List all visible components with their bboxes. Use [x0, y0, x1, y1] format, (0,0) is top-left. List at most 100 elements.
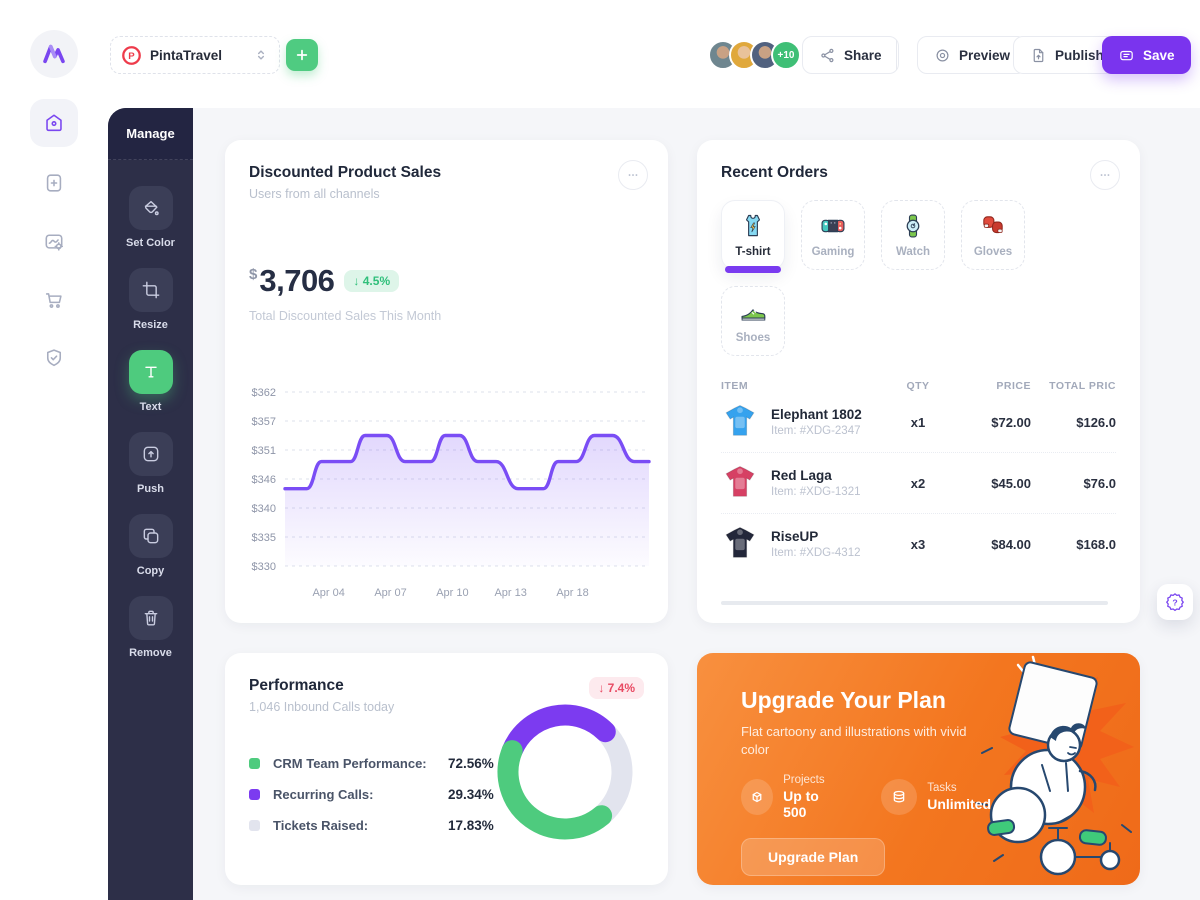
tool-push[interactable]: Push	[128, 432, 173, 495]
add-button[interactable]	[286, 39, 318, 71]
order-total: $126.0	[1076, 414, 1116, 430]
category-tab-watch[interactable]: Watch	[881, 200, 945, 270]
column-header: ITEM	[721, 380, 749, 392]
sales-card-menu-button[interactable]	[618, 160, 648, 190]
tool-label: Set Color	[126, 237, 175, 249]
category-tab-gaming[interactable]: Gaming	[801, 200, 865, 270]
rail-item-chart-gear[interactable]	[30, 218, 78, 266]
preview-icon	[934, 47, 951, 64]
order-row[interactable]: Elephant 1802 Item: #XDG-2347 x1 $72.00 $126…	[721, 392, 1116, 453]
tool-copy[interactable]: Copy	[128, 514, 173, 577]
save-button[interactable]: Save	[1102, 36, 1191, 74]
collaborator-avatars[interactable]: +10	[708, 40, 801, 70]
file-plus-icon	[43, 172, 65, 194]
rail-item-cart[interactable]	[30, 276, 78, 324]
category-label: Gloves	[973, 246, 1013, 258]
svg-text:$330: $330	[252, 561, 276, 573]
order-qty: x2	[910, 475, 926, 491]
share-label: Share	[844, 47, 882, 63]
legend-label: Tickets Raised:	[273, 818, 369, 833]
workspace-select[interactable]: P PintaTravel	[110, 36, 280, 74]
home-icon	[43, 112, 65, 134]
svg-text:$346: $346	[252, 474, 276, 486]
svg-text:Apr 13: Apr 13	[494, 587, 526, 599]
discounted-sales-line-chart: $362 $357 $351 $346 $340 $335 $330 Apr 04 Apr 07…	[237, 378, 657, 602]
watch-icon	[899, 212, 927, 240]
svg-text:Apr 10: Apr 10	[436, 587, 468, 599]
order-item-cell: Elephant 1802 Item: #XDG-2347	[721, 403, 891, 441]
publish-label: Publish	[1055, 47, 1104, 63]
recent-orders-card: Recent Orders T-shirt Gaming Watch Gloves Sh…	[697, 140, 1140, 623]
tool-sidebar-title: Manage	[108, 108, 193, 160]
active-category-indicator	[725, 266, 781, 273]
preview-button[interactable]: Preview	[917, 36, 1028, 74]
workspace-name: PintaTravel	[150, 47, 223, 63]
order-price: $72.00	[991, 414, 1031, 430]
rail-item-file-plus[interactable]	[30, 159, 78, 207]
svg-text:Apr 07: Apr 07	[374, 587, 406, 599]
order-category-tabs: T-shirt Gaming Watch Gloves Shoes	[721, 200, 1051, 356]
trash-icon	[141, 608, 161, 628]
tool-label: Text	[139, 401, 162, 413]
order-item-text: RiseUP Item: #XDG-4312	[771, 529, 860, 559]
tool-resize[interactable]: Resize	[128, 268, 173, 331]
category-tab-t-shirt[interactable]: T-shirt	[721, 200, 785, 273]
tool-button	[128, 596, 173, 640]
orders-horizontal-scrollbar[interactable]	[721, 601, 1108, 605]
cart-icon	[43, 289, 65, 311]
legend-color-swatch	[249, 758, 260, 769]
tool-text[interactable]: Text	[128, 350, 173, 413]
order-row[interactable]: RiseUP Item: #XDG-4312 x3 $84.00 $168.0	[721, 514, 1116, 574]
svg-text:Apr 18: Apr 18	[556, 587, 588, 599]
topbar-divider	[896, 40, 897, 70]
upgrade-plan-button[interactable]: Upgrade Plan	[741, 838, 886, 877]
push-icon	[141, 444, 161, 464]
tool-label: Remove	[129, 647, 172, 659]
pinta-p-icon: P	[121, 45, 142, 66]
save-label: Save	[1143, 47, 1175, 63]
brand-m-icon	[41, 41, 67, 67]
feature-text: Projects Up to 500	[783, 774, 839, 820]
order-row[interactable]: Red Laga Item: #XDG-1321 x2 $45.00 $76.0	[721, 453, 1116, 514]
app-logo[interactable]	[30, 30, 78, 78]
performance-title: Performance	[249, 677, 344, 694]
orders-card-menu-button[interactable]	[1090, 160, 1120, 190]
order-item-cell: Red Laga Item: #XDG-1321	[721, 464, 891, 502]
feature-tasks: Tasks Unlimited	[881, 774, 991, 820]
category-tab-gloves[interactable]: Gloves	[961, 200, 1025, 270]
order-item-name: Red Laga	[771, 468, 832, 483]
layers-icon	[890, 788, 908, 806]
sales-card-subtitle: Users from all channels	[249, 187, 380, 201]
help-button[interactable]: ?	[1157, 584, 1193, 620]
upgrade-features: Projects Up to 500 Tasks Unlimited	[741, 774, 991, 820]
feature-label: Tasks	[927, 782, 957, 795]
category-tab-shoes[interactable]: Shoes	[721, 286, 785, 356]
svg-text:$351: $351	[252, 445, 276, 457]
avatar-overflow-badge: +10	[771, 40, 801, 70]
sales-delta-badge: ↓ 4.5%	[344, 270, 400, 292]
upgrade-subtitle: Flat cartoony and illustrations with viv…	[741, 724, 967, 757]
svg-text:$340: $340	[252, 503, 276, 515]
tool-label: Resize	[133, 319, 168, 331]
tool-sidebar: Manage Set Color Resize Text Push Copy Remove	[108, 108, 193, 900]
category-label: Shoes	[735, 332, 771, 344]
svg-text:?: ?	[1172, 597, 1177, 607]
rail-item-shield-check[interactable]	[30, 334, 78, 382]
svg-text:$357: $357	[252, 416, 276, 428]
tool-remove[interactable]: Remove	[128, 596, 173, 659]
copy-icon	[141, 526, 161, 546]
share-button[interactable]: Share	[802, 36, 899, 74]
rail-item-home[interactable]	[30, 99, 78, 147]
tool-set-color[interactable]: Set Color	[126, 186, 175, 249]
order-item-text: Elephant 1802 Item: #XDG-2347	[771, 407, 862, 437]
orders-table: ITEM QTY PRICE TOTAL PRIC Elephant 1802 Item:…	[721, 380, 1116, 574]
legend-item: Tickets Raised: 17.83%	[249, 818, 524, 833]
tshirt-icon	[739, 212, 767, 240]
legend-value: 72.56%	[448, 756, 494, 771]
order-price: $45.00	[991, 475, 1031, 491]
order-item-name: Elephant 1802	[771, 407, 862, 422]
legend-color-swatch	[249, 820, 260, 831]
currency-symbol: $	[249, 266, 258, 283]
tool-button	[128, 186, 173, 230]
svg-text:$335: $335	[252, 532, 276, 544]
